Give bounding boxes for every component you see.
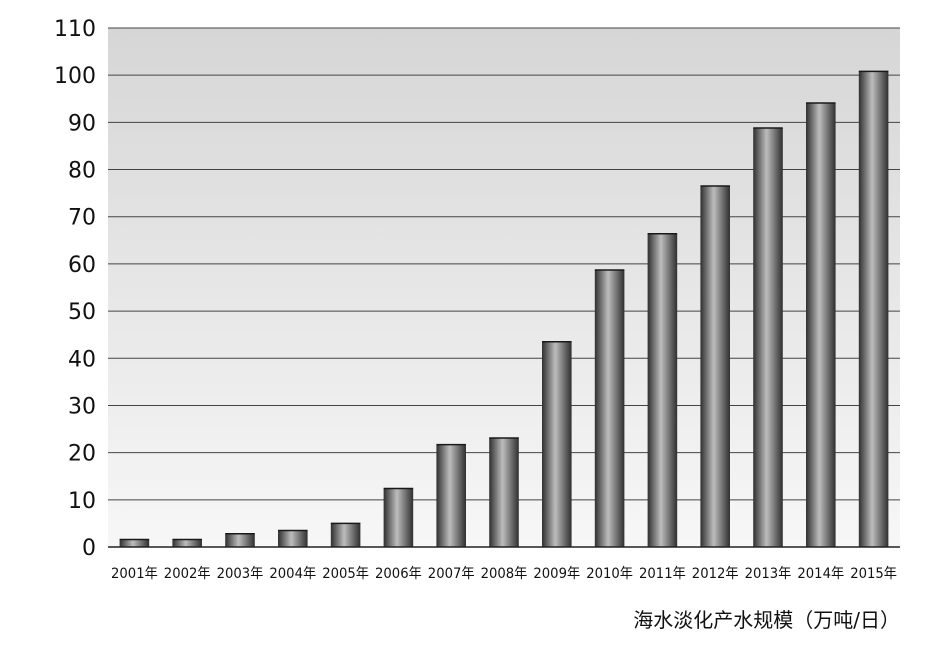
- y-tick-label: 30: [68, 394, 96, 419]
- bar: [753, 128, 783, 547]
- y-tick-label: 60: [68, 253, 96, 278]
- y-axis-ticks: 0 10 20 30 40 50 60 70 80 90 100 110: [54, 17, 96, 561]
- y-tick-label: 0: [82, 536, 96, 561]
- y-tick-label: 50: [68, 300, 96, 325]
- y-tick-label: 40: [68, 347, 96, 372]
- bar: [172, 539, 202, 547]
- x-tick-label: 2014年: [797, 566, 844, 582]
- x-axis-ticks: 2001年 2002年 2003年 2004年 2005年 2006年 2007年 2008年…: [111, 566, 897, 582]
- x-tick-label: 2012年: [692, 566, 739, 582]
- x-tick-label: 2010年: [586, 566, 633, 582]
- y-tick-label: 20: [68, 442, 96, 467]
- x-tick-label: 2003年: [217, 566, 264, 582]
- y-tick-label: 90: [68, 111, 96, 136]
- bar: [858, 71, 889, 547]
- x-tick-label: 2001年: [111, 566, 158, 582]
- y-tick-label: 110: [54, 17, 96, 42]
- bar: [700, 186, 730, 548]
- bar: [225, 533, 255, 547]
- bar: [489, 438, 519, 547]
- x-tick-label: 2005年: [322, 566, 369, 582]
- x-tick-label: 2007年: [428, 566, 475, 582]
- bar: [119, 539, 150, 547]
- y-tick-label: 100: [54, 64, 96, 89]
- bar: [436, 444, 466, 547]
- y-tick-label: 10: [68, 489, 96, 514]
- bars: [119, 70, 889, 548]
- bar: [278, 530, 308, 547]
- y-tick-label: 80: [68, 159, 96, 184]
- x-tick-label: 2004年: [269, 566, 316, 582]
- x-tick-label: 2009年: [533, 566, 580, 582]
- x-tick-label: 2002年: [164, 566, 211, 582]
- x-tick-label: 2006年: [375, 566, 422, 582]
- x-tick-label: 2015年: [850, 566, 897, 582]
- x-tick-label: 2011年: [639, 566, 686, 582]
- bar: [806, 103, 836, 547]
- bar: [383, 488, 414, 547]
- bar: [594, 270, 625, 547]
- x-tick-label: 2008年: [481, 566, 528, 582]
- x-tick-label: 2013年: [745, 566, 792, 582]
- axis-caption: 海水淡化产水规模（万吨/日）: [633, 608, 900, 632]
- bar: [647, 233, 678, 548]
- y-tick-label: 70: [68, 206, 96, 231]
- bar: [542, 341, 572, 547]
- bar: [330, 523, 361, 547]
